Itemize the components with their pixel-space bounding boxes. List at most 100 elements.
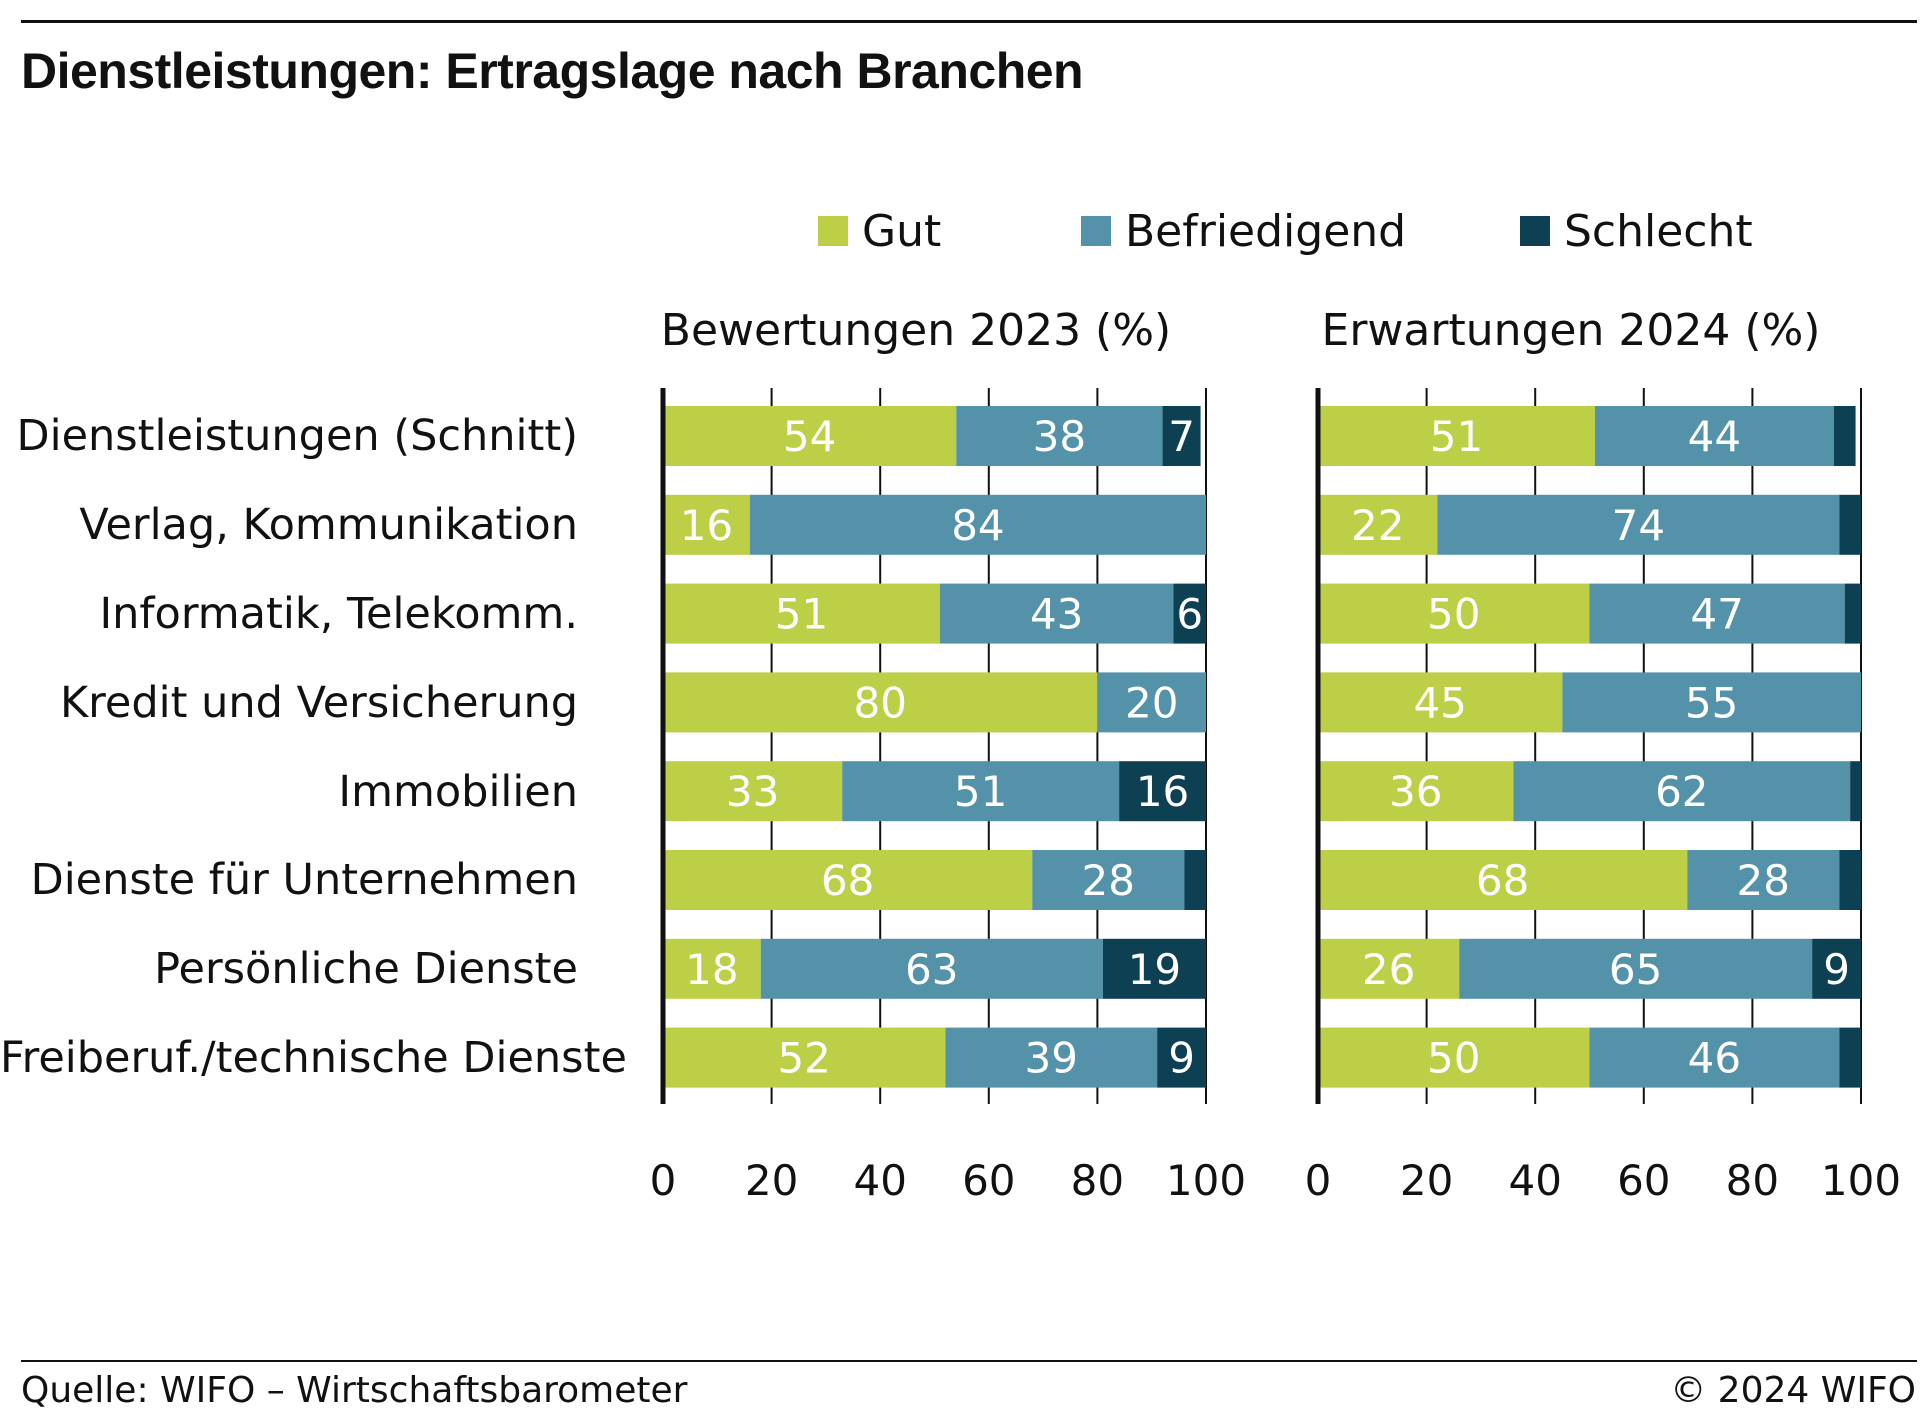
- bar-segment-befriedigend-2023: [1097, 672, 1206, 733]
- bar-segment-befriedigend-2023: [1032, 850, 1185, 910]
- bar-segment-gut-2023: [663, 583, 940, 644]
- bar-segment-befriedigend-2024: [1513, 761, 1851, 822]
- bar-segment-befriedigend-2024: [1687, 850, 1840, 910]
- bar-segment-befriedigend-2023: [760, 938, 1103, 999]
- data-label-2024: 50: [1427, 1034, 1480, 1083]
- bar-segment-gut-2024: [1318, 494, 1438, 555]
- data-label-2024: 26: [1362, 945, 1415, 994]
- legend-swatch-schlecht: [1520, 216, 1550, 246]
- top-rule: [21, 20, 1917, 23]
- data-label-2024: 47: [1690, 590, 1743, 639]
- bar-segment-schlecht-2023: [1184, 850, 1206, 910]
- data-label-2024: 45: [1413, 678, 1466, 727]
- bar-segment-schlecht-2023: [1173, 583, 1206, 644]
- legend-swatch-befriedigend: [1081, 216, 1111, 246]
- x-tick-label-2024: 40: [1508, 1156, 1561, 1205]
- data-label-2023: 16: [680, 501, 733, 550]
- data-label-2024: 55: [1685, 678, 1738, 727]
- legend-label-gut: Gut: [862, 205, 942, 257]
- bar-segment-befriedigend-2024: [1437, 494, 1840, 555]
- legend-label-schlecht: Schlecht: [1564, 205, 1753, 257]
- data-label-2024: 9: [1823, 945, 1850, 994]
- bar-segment-befriedigend-2024: [1594, 406, 1834, 466]
- x-tick-label-2024: 0: [1305, 1156, 1332, 1205]
- copyright-note: © 2024 WIFO: [1670, 1370, 1916, 1411]
- panel-title-2023: Bewertungen 2023 (%): [660, 305, 1172, 356]
- panel-title-2024: Erwartungen 2024 (%): [1321, 305, 1821, 356]
- data-label-2024: 46: [1688, 1034, 1741, 1083]
- data-label-2024: 65: [1609, 945, 1662, 994]
- bar-segment-schlecht-2023: [1119, 761, 1206, 822]
- bar-segment-schlecht-2024: [1844, 583, 1861, 644]
- bar-segment-befriedigend-2023: [945, 1027, 1158, 1088]
- bar-segment-gut-2023: [663, 761, 843, 822]
- category-label: Freiberuf./technische Dienste: [0, 1033, 627, 1083]
- x-tick-label-2024: 60: [1617, 1156, 1670, 1205]
- data-label-2023: 7: [1168, 412, 1195, 461]
- bar-segment-gut-2024: [1318, 583, 1590, 644]
- data-label-2023: 68: [821, 856, 874, 905]
- data-label-2023: 39: [1025, 1034, 1078, 1083]
- bar-segment-schlecht-2024: [1839, 1027, 1861, 1088]
- category-label: Informatik, Telekomm.: [99, 589, 578, 639]
- bar-segment-gut-2023: [663, 850, 1033, 910]
- bar-segment-befriedigend-2024: [1589, 1027, 1840, 1088]
- x-tick-label-2024: 20: [1400, 1156, 1453, 1205]
- bar-segment-gut-2024: [1318, 938, 1460, 999]
- category-label: Immobilien: [338, 767, 578, 817]
- data-label-2024: 62: [1655, 767, 1708, 816]
- legend-item-schlecht: Schlecht: [1520, 205, 1753, 257]
- data-label-2023: 9: [1168, 1034, 1195, 1083]
- bar-segment-gut-2024: [1318, 1027, 1590, 1088]
- data-label-2023: 80: [853, 678, 906, 727]
- category-label: Dienste für Unternehmen: [30, 855, 578, 905]
- data-label-2023: 43: [1030, 590, 1083, 639]
- data-label-2023: 33: [726, 767, 779, 816]
- bar-segment-gut-2024: [1318, 761, 1514, 822]
- legend-item-befriedigend: Befriedigend: [1081, 205, 1407, 257]
- bar-segment-gut-2023: [663, 494, 750, 555]
- bar-segment-schlecht-2024: [1833, 406, 1856, 466]
- bar-segment-schlecht-2023: [1157, 1027, 1206, 1088]
- data-label-2023: 52: [777, 1034, 830, 1083]
- data-label-2023: 18: [685, 945, 738, 994]
- data-label-2023: 16: [1136, 767, 1189, 816]
- x-tick-label-2024: 100: [1821, 1156, 1901, 1205]
- bar-segment-gut-2024: [1318, 850, 1688, 910]
- data-label-2024: 50: [1427, 590, 1480, 639]
- x-tick-label-2023: 20: [745, 1156, 798, 1205]
- x-tick-label-2023: 0: [650, 1156, 677, 1205]
- bar-segment-schlecht-2024: [1812, 938, 1861, 999]
- x-tick-label-2023: 40: [853, 1156, 906, 1205]
- x-tick-label-2024: 80: [1726, 1156, 1779, 1205]
- bar-segment-befriedigend-2023: [939, 583, 1174, 644]
- bar-segment-gut-2024: [1318, 406, 1595, 466]
- bar-segment-gut-2023: [663, 1027, 946, 1088]
- legend-label-befriedigend: Befriedigend: [1125, 205, 1407, 257]
- category-label: Dienstleistungen (Schnitt): [16, 411, 578, 461]
- bar-segment-schlecht-2023: [1162, 406, 1201, 466]
- data-label-2024: 74: [1612, 501, 1665, 550]
- bar-segment-gut-2024: [1318, 672, 1563, 733]
- bar-segment-gut-2023: [663, 672, 1098, 733]
- category-label: Verlag, Kommunikation: [79, 500, 578, 550]
- data-label-2023: 63: [905, 945, 958, 994]
- data-label-2023: 38: [1033, 412, 1086, 461]
- data-label-2023: 19: [1128, 945, 1181, 994]
- data-label-2023: 51: [775, 590, 828, 639]
- data-label-2024: 44: [1688, 412, 1741, 461]
- x-tick-label-2023: 100: [1166, 1156, 1246, 1205]
- data-label-2024: 28: [1737, 856, 1790, 905]
- data-label-2024: 51: [1430, 412, 1483, 461]
- bar-segment-befriedigend-2023: [956, 406, 1163, 466]
- bar-segment-befriedigend-2023: [749, 494, 1206, 555]
- bottom-rule: [21, 1360, 1917, 1362]
- data-label-2024: 68: [1476, 856, 1529, 905]
- bar-segment-schlecht-2024: [1839, 494, 1861, 555]
- source-note: Quelle: WIFO – Wirtschaftsbarometer: [21, 1370, 688, 1411]
- bar-segment-befriedigend-2024: [1459, 938, 1813, 999]
- data-label-2023: 28: [1082, 856, 1135, 905]
- chart-title: Dienstleistungen: Ertragslage nach Branc…: [21, 43, 1084, 99]
- bar-segment-befriedigend-2024: [1589, 583, 1845, 644]
